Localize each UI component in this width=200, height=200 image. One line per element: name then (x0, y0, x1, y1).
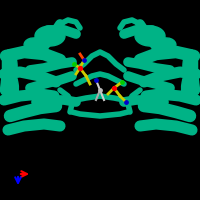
Point (82, 58, 86, 62)
Ellipse shape (152, 38, 176, 54)
Point (124, 100, 128, 104)
Ellipse shape (35, 26, 65, 46)
Ellipse shape (183, 50, 197, 78)
Point (78, 66, 82, 70)
Point (98, 88, 102, 92)
Point (72, 62, 76, 66)
Ellipse shape (182, 66, 198, 102)
Ellipse shape (135, 26, 165, 46)
Point (112, 86, 116, 90)
Ellipse shape (24, 38, 48, 54)
Point (94, 78, 98, 82)
Point (120, 80, 124, 84)
Ellipse shape (2, 66, 18, 102)
Ellipse shape (3, 50, 17, 78)
